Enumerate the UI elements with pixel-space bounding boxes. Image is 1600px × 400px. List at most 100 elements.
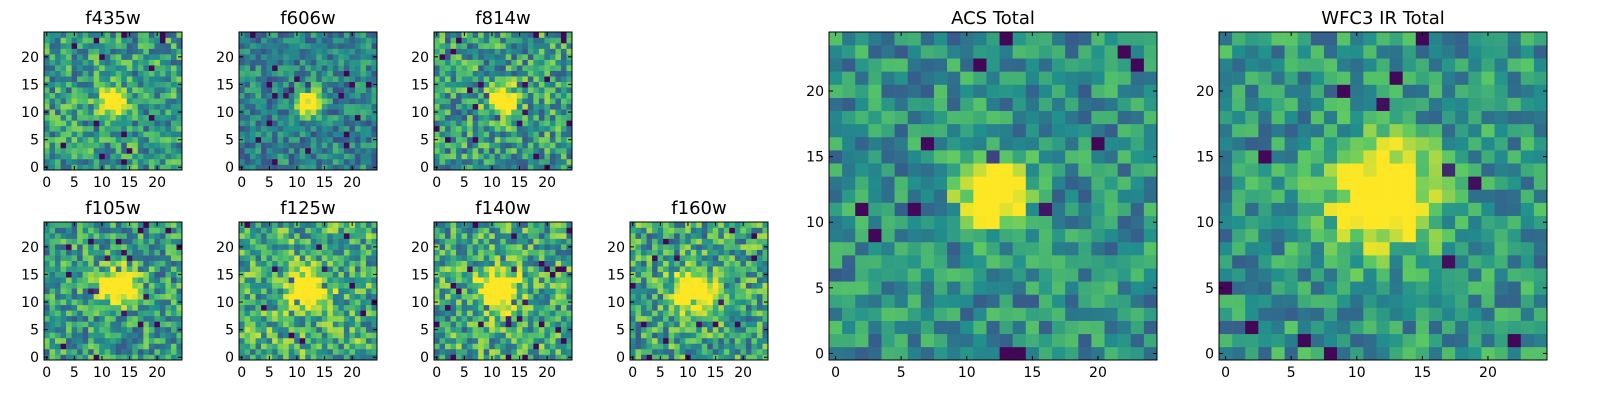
heatmap-cell bbox=[321, 87, 328, 94]
heatmap-cell bbox=[159, 326, 166, 333]
heatmap-cell bbox=[751, 315, 758, 322]
heatmap-cell bbox=[641, 310, 647, 317]
heatmap-cell bbox=[110, 343, 117, 350]
heatmap-cell bbox=[354, 48, 361, 55]
heatmap-cell bbox=[472, 326, 479, 333]
heatmap-cell bbox=[143, 255, 150, 261]
heatmap-cell bbox=[321, 315, 328, 322]
heatmap-cell bbox=[516, 147, 523, 154]
heatmap-cell bbox=[500, 54, 507, 60]
heatmap-cell bbox=[434, 103, 440, 110]
heatmap-cell bbox=[99, 120, 106, 127]
heatmap-cell bbox=[1038, 202, 1053, 216]
heatmap-cell bbox=[829, 281, 843, 295]
heatmap-cell bbox=[450, 32, 457, 38]
heatmap-cell bbox=[349, 310, 356, 317]
heatmap-cell bbox=[277, 76, 284, 82]
heatmap-cell bbox=[461, 120, 468, 127]
heatmap-cell bbox=[277, 136, 284, 143]
heatmap-cell bbox=[288, 59, 295, 66]
heatmap-cell bbox=[277, 59, 284, 66]
heatmap-cell bbox=[1091, 307, 1105, 321]
heatmap-cell bbox=[316, 81, 323, 88]
heatmap-cell bbox=[685, 326, 692, 333]
heatmap-cell bbox=[88, 131, 94, 138]
heatmap-cell bbox=[277, 249, 284, 256]
heatmap-cell bbox=[360, 227, 367, 234]
heatmap-cell bbox=[456, 255, 462, 261]
heatmap-cell bbox=[360, 277, 367, 284]
heatmap-cell bbox=[148, 321, 155, 328]
heatmap-cell bbox=[549, 227, 556, 234]
heatmap-cell bbox=[657, 304, 664, 311]
heatmap-cell bbox=[55, 238, 61, 245]
heatmap-cell bbox=[49, 332, 56, 339]
heatmap-cell bbox=[255, 348, 262, 355]
heatmap-cell bbox=[360, 37, 367, 44]
heatmap-cell bbox=[244, 48, 251, 55]
heatmap-cell bbox=[360, 120, 367, 127]
heatmap-cell bbox=[66, 233, 72, 239]
heatmap-cell bbox=[855, 202, 869, 216]
heatmap-cell bbox=[494, 136, 501, 143]
heatmap-cell bbox=[461, 337, 468, 344]
heatmap-cell bbox=[829, 202, 843, 216]
heatmap-cell bbox=[544, 81, 551, 88]
heatmap-cell bbox=[93, 70, 100, 77]
heatmap-cell bbox=[500, 76, 507, 82]
heatmap-cell bbox=[511, 131, 518, 138]
heatmap-cell bbox=[66, 354, 72, 361]
heatmap-cell bbox=[456, 147, 462, 154]
heatmap-cell bbox=[283, 109, 289, 116]
heatmap-cell bbox=[143, 98, 150, 105]
heatmap-cell bbox=[250, 92, 256, 99]
heatmap-cell bbox=[855, 176, 869, 190]
heatmap-cell bbox=[500, 238, 507, 245]
axes-frame bbox=[238, 221, 378, 361]
heatmap-cell bbox=[549, 238, 556, 245]
heatmap-cell bbox=[288, 65, 295, 71]
heatmap-cell bbox=[165, 348, 172, 355]
heatmap-cell bbox=[99, 244, 106, 250]
heatmap-cell bbox=[170, 109, 177, 116]
heatmap-cell bbox=[450, 277, 457, 284]
heatmap-cell bbox=[349, 153, 356, 160]
x-tick-label: 15 bbox=[121, 365, 139, 381]
heatmap-cell bbox=[343, 65, 350, 71]
heatmap-cell bbox=[483, 98, 490, 105]
heatmap-cell bbox=[165, 98, 172, 105]
heatmap-cell bbox=[121, 158, 128, 165]
heatmap-cell bbox=[239, 142, 245, 149]
heatmap-cell bbox=[266, 65, 273, 71]
heatmap-cell bbox=[1038, 281, 1053, 295]
heatmap-cell bbox=[170, 343, 177, 350]
heatmap-cell bbox=[159, 271, 166, 278]
heatmap-cell bbox=[143, 310, 150, 317]
heatmap-cell bbox=[321, 142, 328, 149]
heatmap-cell bbox=[332, 37, 339, 44]
heatmap-cell bbox=[170, 348, 177, 355]
heatmap-cell bbox=[544, 321, 551, 328]
heatmap-cell bbox=[511, 310, 518, 317]
heatmap-cell bbox=[88, 222, 94, 228]
heatmap-cell bbox=[360, 310, 367, 317]
heatmap-cell bbox=[712, 233, 719, 239]
heatmap-cell bbox=[55, 244, 61, 250]
heatmap-cell bbox=[299, 233, 306, 239]
heatmap-cell bbox=[544, 59, 551, 66]
heatmap-cell bbox=[154, 109, 161, 116]
heatmap-cell bbox=[338, 332, 345, 339]
heatmap-cell bbox=[751, 321, 758, 328]
heatmap-cell bbox=[93, 158, 100, 165]
heatmap-cell bbox=[365, 222, 372, 228]
heatmap-cell bbox=[663, 299, 669, 306]
heatmap-cell bbox=[439, 54, 446, 60]
heatmap-cell bbox=[679, 288, 686, 295]
heatmap-cell bbox=[371, 238, 378, 245]
heatmap-cell bbox=[305, 310, 312, 317]
heatmap-cell bbox=[143, 103, 150, 110]
heatmap-cell bbox=[250, 271, 256, 278]
heatmap-cell bbox=[894, 189, 909, 203]
heatmap-cell bbox=[316, 136, 323, 143]
heatmap-cell bbox=[261, 48, 267, 55]
